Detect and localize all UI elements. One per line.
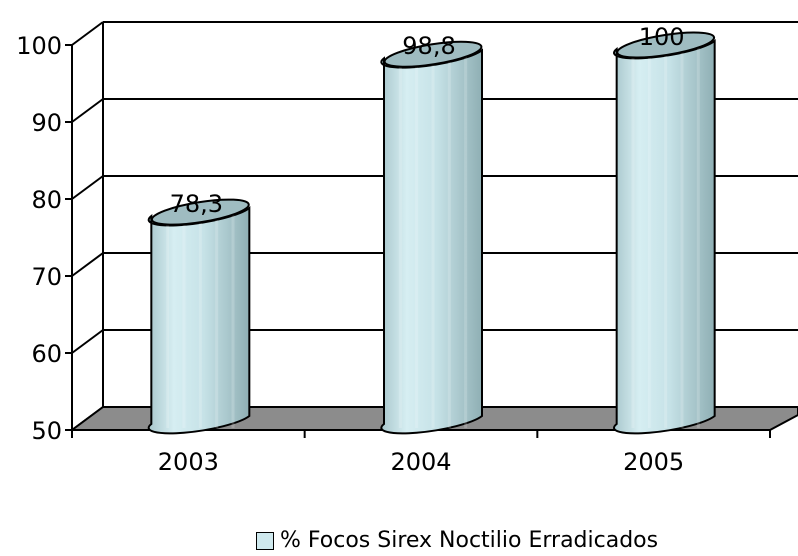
side-gridline (71, 252, 104, 277)
bar-body (380, 48, 483, 435)
side-gridline (71, 98, 104, 123)
legend-label: % Focos Sirex Noctilio Erradicados (280, 528, 659, 553)
y-tick-label: 60 (31, 340, 62, 368)
side-gridline (71, 329, 104, 354)
y-tick-label: 50 (31, 417, 62, 445)
bar-body (613, 38, 716, 435)
bars (147, 31, 716, 435)
data-label: 100 (639, 23, 685, 51)
y-tick-label: 70 (31, 263, 62, 291)
data-label: 98,8 (402, 32, 455, 60)
legend: % Focos Sirex Noctilio Erradicados (256, 528, 658, 553)
bar-top (150, 198, 250, 226)
bar-2003 (147, 198, 251, 435)
bar-top (383, 40, 483, 68)
bar-2004 (380, 40, 483, 435)
x-tick-labels: 2003 2004 2005 (158, 448, 684, 476)
y-tick-label: 80 (31, 186, 62, 214)
y-tick-label: 100 (16, 32, 62, 60)
side-gridline (71, 175, 104, 200)
x-tick-label: 2003 (158, 448, 219, 476)
x-tick-label: 2005 (623, 448, 684, 476)
y-tick-label: 90 (31, 109, 62, 137)
x-tick-label: 2004 (390, 448, 451, 476)
bar-top (616, 31, 716, 59)
legend-swatch (256, 531, 274, 550)
data-labels: 78,3 98,8 100 (170, 23, 685, 218)
side-gridline (71, 21, 104, 46)
bar-body (147, 206, 251, 435)
bar-2005 (613, 31, 716, 435)
y-tick-labels: 50 60 70 80 90 100 (16, 32, 62, 445)
data-label: 78,3 (170, 190, 223, 218)
